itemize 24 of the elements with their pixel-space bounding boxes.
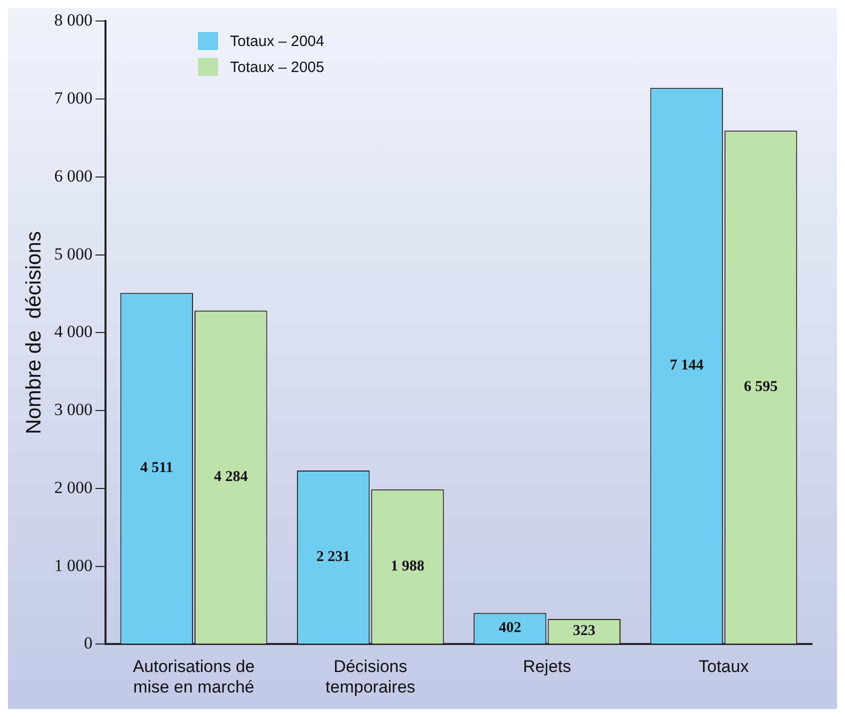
y-tick-label: 6 000 xyxy=(54,166,92,186)
data-label: 402 xyxy=(498,620,522,636)
y-tick-label: 3 000 xyxy=(54,400,92,420)
y-tick-label: 8 000 xyxy=(54,10,92,30)
y-tick-label: 2 000 xyxy=(54,478,92,497)
data-label: 6 595 xyxy=(744,379,778,396)
y-tick-label: 1 000 xyxy=(54,556,92,575)
legend-label: Totaux – 2005 xyxy=(230,58,324,76)
y-tick-label: 4 000 xyxy=(54,322,92,342)
x-tick-label: Décisions temporaires xyxy=(326,657,416,696)
data-label: 4 511 xyxy=(140,460,174,476)
y-tick-label: 5 000 xyxy=(54,244,92,264)
data-label: 2 231 xyxy=(316,548,350,565)
y-axis-title: Nombre de décisions xyxy=(22,231,46,434)
data-label: 7 144 xyxy=(670,358,704,374)
y-tick-label: 7 000 xyxy=(54,88,92,108)
legend-label: Totaux – 2004 xyxy=(230,32,324,50)
data-label: 1 988 xyxy=(390,558,424,574)
x-tick-label: Totaux xyxy=(698,657,750,676)
x-tick-label: Rejets xyxy=(522,657,572,676)
data-label: 4 284 xyxy=(214,469,248,486)
data-label: 323 xyxy=(572,623,596,640)
x-tick-label: Autorisations de mise en marché xyxy=(132,657,255,696)
y-tick-label: 0 xyxy=(84,634,92,653)
